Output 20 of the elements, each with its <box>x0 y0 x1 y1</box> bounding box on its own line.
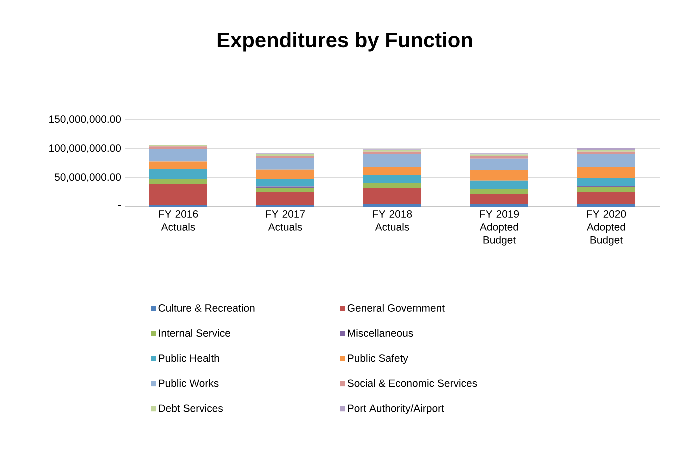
y-tick-label: 100,000,000.00 <box>50 144 122 154</box>
legend-label: Miscellaneous <box>348 329 414 338</box>
legend-label: Culture & Recreation <box>158 304 255 312</box>
y-tick-label: - <box>118 205 122 206</box>
legend-label: Public Works <box>159 379 219 388</box>
legend-label: Debt Services <box>159 404 223 412</box>
x-tick-label: FY 2019 Adopted Budget <box>480 210 520 246</box>
x-tick-label: FY 2017 Actuals <box>266 210 306 231</box>
legend-label: Port Authority/Airport <box>348 404 444 414</box>
y-tick-label: 150,000,000.00 <box>50 116 122 124</box>
legend-label: Internal Service <box>159 329 230 338</box>
legend-label: General Government <box>348 304 445 312</box>
y-tick-label: 50,000,000.00 <box>55 174 122 182</box>
chart-title: Expenditures by Function <box>218 32 472 52</box>
legend-label: Public Safety <box>348 354 408 364</box>
x-tick-label: FY 2018 Actuals <box>373 210 412 231</box>
legend-label: Public Health <box>159 354 220 362</box>
x-tick-label: FY 2016 Actuals <box>159 210 198 231</box>
x-tick-label: FY 2020 Adopted Budget <box>587 210 626 246</box>
legend-label: Social & Economic Services <box>348 379 478 388</box>
